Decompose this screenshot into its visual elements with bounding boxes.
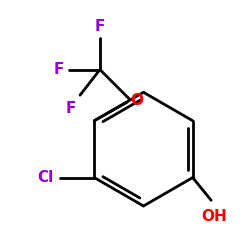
- Text: Cl: Cl: [37, 170, 53, 185]
- Text: F: F: [95, 19, 105, 34]
- Text: F: F: [66, 101, 76, 116]
- Text: F: F: [54, 62, 64, 77]
- Text: OH: OH: [201, 209, 227, 224]
- Text: O: O: [130, 93, 143, 108]
